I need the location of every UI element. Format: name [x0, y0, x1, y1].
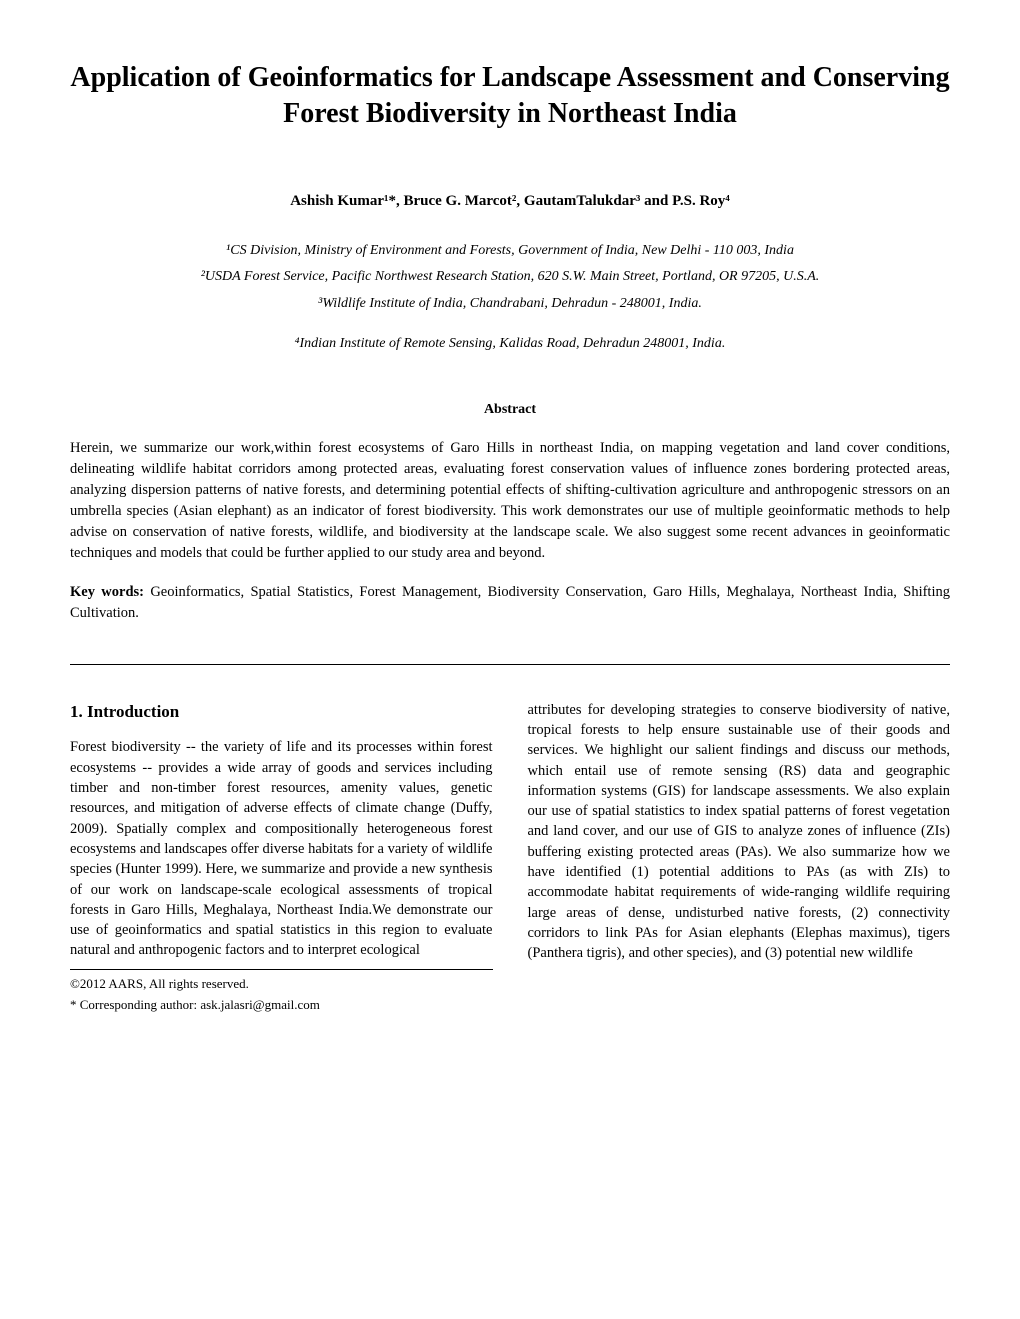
two-column-body: 1. Introduction Forest biodiversity -- t…	[70, 700, 950, 1016]
affiliation-1: ¹CS Division, Ministry of Environment an…	[70, 238, 950, 265]
column-right: attributes for developing strategies to …	[528, 700, 951, 1016]
affiliations-block: ¹CS Division, Ministry of Environment an…	[70, 238, 950, 318]
keywords-text: Geoinformatics, Spatial Statistics, Fore…	[70, 584, 950, 621]
keywords-label: Key words:	[70, 584, 150, 600]
section-1-text-right: attributes for developing strategies to …	[528, 700, 951, 964]
authors-line: Ashish Kumar¹*, Bruce G. Marcot², Gautam…	[70, 193, 950, 210]
section-1-text-left: Forest biodiversity -- the variety of li…	[70, 737, 493, 960]
affiliation-3: ³Wildlife Institute of India, Chandraban…	[70, 291, 950, 318]
paper-title: Application of Geoinformatics for Landsc…	[70, 60, 950, 133]
keywords-line: Key words: Geoinformatics, Spatial Stati…	[70, 582, 950, 624]
footnote-copyright: ©2012 AARS, All rights reserved.	[70, 974, 493, 995]
footnote-corresponding: * Corresponding author: ask.jalasri@gmai…	[70, 995, 493, 1016]
section-divider	[70, 664, 950, 665]
abstract-body: Herein, we summarize our work,within for…	[70, 438, 950, 564]
abstract-heading: Abstract	[70, 402, 950, 418]
affiliation-4: ⁴Indian Institute of Remote Sensing, Kal…	[70, 336, 950, 352]
column-left: 1. Introduction Forest biodiversity -- t…	[70, 700, 493, 1016]
footnote-divider	[70, 969, 493, 970]
section-1-heading: 1. Introduction	[70, 700, 493, 724]
affiliation-2: ²USDA Forest Service, Pacific Northwest …	[70, 264, 950, 291]
